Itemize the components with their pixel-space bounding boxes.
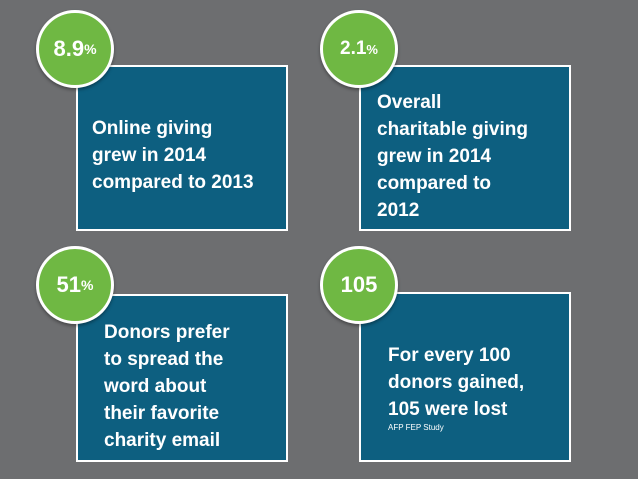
text-line: to spread the	[104, 349, 224, 370]
stat-badge-online-giving: 8.9%	[36, 10, 114, 88]
stat-card-donor-retention	[359, 292, 571, 462]
text-line: compared to	[377, 173, 492, 194]
text-line: For every 100	[388, 345, 511, 366]
text-line: grew in 2014	[377, 146, 492, 167]
stat-badge-donors-prefer-email: 51%	[36, 246, 114, 324]
stat-number: 2.1	[340, 38, 367, 59]
source-citation: AFP FEP Study	[388, 423, 444, 432]
text-line: charity email	[104, 430, 221, 451]
text-line: compared to 2013	[92, 172, 254, 193]
text-line: charitable giving	[377, 119, 528, 140]
stat-card-donor-retention-text: For every 100 donors gained, 105 were lo…	[388, 342, 524, 423]
text-line: 105 were lost	[388, 399, 508, 420]
stat-card-charitable-giving-text: Overall charitable giving grew in 2014 c…	[377, 89, 528, 224]
stat-card-charitable-giving	[359, 65, 571, 231]
text-line: donors gained,	[388, 372, 525, 393]
stat-badge-charitable-giving: 2.1%	[320, 10, 398, 88]
stat-number: 51	[56, 272, 82, 297]
stat-badge-donor-retention: 105	[320, 246, 398, 324]
stat-unit: %	[81, 277, 94, 293]
text-line: word about	[104, 376, 207, 397]
stat-unit: %	[366, 41, 378, 57]
text-line: Donors prefer	[104, 322, 230, 343]
text-line: 2012	[377, 200, 420, 221]
stat-card-donors-prefer-email-text: Donors prefer to spread the word about t…	[104, 319, 230, 454]
text-line: Overall	[377, 92, 442, 113]
text-line: grew in 2014	[92, 145, 207, 166]
stat-number: 105	[340, 272, 378, 297]
stat-card-online-giving	[76, 65, 288, 231]
text-line: Online giving	[92, 118, 213, 139]
stat-number: 8.9	[53, 36, 85, 61]
stat-unit: %	[84, 41, 97, 57]
stat-card-online-giving-text: Online giving grew in 2014 compared to 2…	[92, 115, 254, 196]
stat-card-donors-prefer-email	[76, 294, 288, 462]
text-line: their favorite	[104, 403, 220, 424]
